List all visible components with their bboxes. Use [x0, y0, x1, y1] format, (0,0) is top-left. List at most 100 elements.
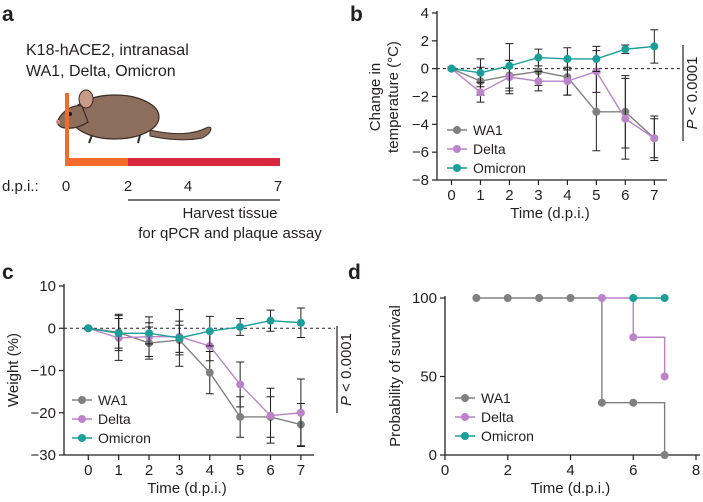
temp-point-delta-7 [650, 134, 659, 143]
dpi-tick-7: 7 [274, 178, 282, 195]
panel-label-a: a [2, 3, 14, 26]
survival-legend-marker-wa1 [461, 394, 469, 402]
weight-x-tick-label-7: 7 [297, 462, 305, 479]
weight-legend-label-omicron: Omicron [98, 430, 151, 446]
temp-y-tick-label-5: 2 [421, 33, 429, 50]
weight-point-omicron-5 [236, 322, 245, 331]
survival-point-omicron-0 [629, 294, 638, 302]
survival-point-wa1-3 [566, 294, 575, 302]
weight-legend-label-wa1: WA1 [98, 392, 128, 408]
survival-point-omicron-1 [660, 294, 669, 302]
panel-label-d: d [348, 261, 361, 284]
survival-legend-marker-omicron [461, 432, 469, 440]
survival-point-delta-1 [629, 333, 638, 342]
temp-x-tick-label-0: 0 [447, 187, 455, 204]
weight-x-tick-label-3: 3 [175, 462, 183, 479]
temp-point-omicron-1 [476, 68, 485, 77]
survival-x-tick-label-0: 0 [441, 462, 449, 479]
survival-x-tick-label-4: 8 [692, 462, 700, 479]
weight-x-tick-label-0: 0 [84, 462, 92, 479]
weight-point-omicron-4 [205, 327, 214, 336]
weight-x-tick-label-5: 5 [236, 462, 244, 479]
temp-point-omicron-7 [650, 42, 659, 51]
weight-point-delta-6 [266, 411, 275, 420]
weight-x-tick-label-1: 1 [114, 462, 122, 479]
weight-series-line-wa1 [88, 327, 302, 426]
panel-d-survival-chart: d 0 2 4 6 8 0 50 100 Time (d.p.i.) WA1 Delta Omicro… [348, 261, 700, 497]
mouse-illustration [56, 89, 212, 144]
weight-point-wa1-5 [236, 412, 245, 421]
survival-legend-label-omicron: Omicron [481, 428, 534, 444]
survival-legend-label-delta: Delta [481, 409, 514, 425]
weight-x-tick-label-6: 6 [266, 462, 274, 479]
harvest-line2: for qPCR and plaque assay [138, 225, 322, 242]
survival-y-tick-label-2: 100 [412, 290, 437, 307]
temp-series-line-omicron [451, 45, 655, 74]
temp-point-delta-1 [476, 88, 485, 97]
weight-point-omicron-2 [145, 329, 154, 338]
temp-y-tick-label-1: −6 [412, 144, 429, 161]
temp-y-axis-title-line1: Change in [367, 63, 384, 131]
temp-point-omicron-5 [592, 54, 601, 63]
weight-point-omicron-0 [84, 324, 93, 333]
weight-point-omicron-6 [266, 316, 275, 325]
temp-legend-label-delta: Delta [473, 141, 506, 157]
weight-y-axis-title: Weight (%) [5, 333, 22, 407]
temp-y-tick-label-4: 0 [421, 61, 429, 78]
survival-x-tick-label-1: 2 [504, 462, 512, 479]
temp-x-tick-label-2: 2 [505, 187, 513, 204]
weight-y-tick-label-3: 0 [48, 320, 56, 337]
temp-y-axis-title-line2: temperature (°C) [385, 41, 402, 153]
timeline-early-segment [65, 158, 128, 166]
weight-point-omicron-7 [296, 318, 305, 327]
weight-x-tick-label-4: 4 [206, 462, 214, 479]
temp-legend-marker-wa1 [453, 126, 461, 134]
temp-y-tick-label-0: −8 [412, 172, 429, 189]
temp-legend-label-wa1: WA1 [473, 122, 503, 138]
survival-x-axis-title: Time (d.p.i.) [531, 480, 610, 497]
temp-point-wa1-5 [592, 107, 601, 116]
weight-legend-marker-wa1 [78, 396, 86, 404]
temp-x-tick-label-3: 3 [534, 187, 542, 204]
dpi-tick-0: 0 [62, 178, 70, 195]
temp-x-axis-title: Time (d.p.i.) [510, 205, 589, 222]
survival-y-axis-title: Probability of survival [387, 305, 404, 447]
schematic-line1: K18-hACE2, intranasal [26, 42, 189, 59]
weight-y-tick-label-0: −30 [31, 447, 56, 464]
temp-x-tick-label-4: 4 [563, 187, 571, 204]
weight-point-delta-7 [296, 408, 305, 417]
panel-label-c: c [2, 261, 14, 284]
weight-p-value: P < 0.0001 [338, 333, 355, 406]
temp-legend-label-omicron: Omicron [473, 160, 526, 176]
weight-point-delta-5 [236, 380, 245, 389]
weight-x-axis-title: Time (d.p.i.) [147, 480, 226, 497]
survival-point-wa1-6 [660, 451, 669, 459]
survival-point-delta-0 [597, 294, 606, 302]
temp-point-delta-4 [563, 77, 572, 86]
temp-point-omicron-6 [621, 45, 630, 54]
dpi-tick-2: 2 [124, 178, 132, 195]
temp-point-delta-3 [534, 77, 543, 86]
temp-point-omicron-2 [505, 61, 514, 70]
temp-point-omicron-3 [534, 53, 543, 62]
temp-x-tick-label-5: 5 [592, 187, 600, 204]
survival-point-delta-2 [660, 372, 669, 381]
weight-series-line-delta [88, 327, 301, 417]
weight-legend-marker-delta [78, 415, 86, 423]
weight-legend-label-delta: Delta [98, 411, 131, 427]
dpi-label: d.p.i.: [2, 178, 39, 195]
weight-y-tick-label-1: −20 [31, 405, 56, 422]
temp-p-value: P < 0.0001 [684, 57, 701, 130]
temp-point-omicron-4 [563, 54, 572, 63]
timeline-late-segment [128, 158, 280, 166]
temp-x-tick-label-1: 1 [476, 187, 484, 204]
survival-x-tick-label-2: 4 [566, 462, 574, 479]
temp-x-tick-label-6: 6 [621, 187, 629, 204]
temp-y-tick-label-2: −4 [412, 116, 429, 133]
survival-point-wa1-5 [629, 398, 638, 407]
temp-legend-marker-delta [453, 145, 461, 153]
survival-legend-label-wa1: WA1 [481, 390, 511, 406]
inoculation-bar [65, 93, 69, 165]
